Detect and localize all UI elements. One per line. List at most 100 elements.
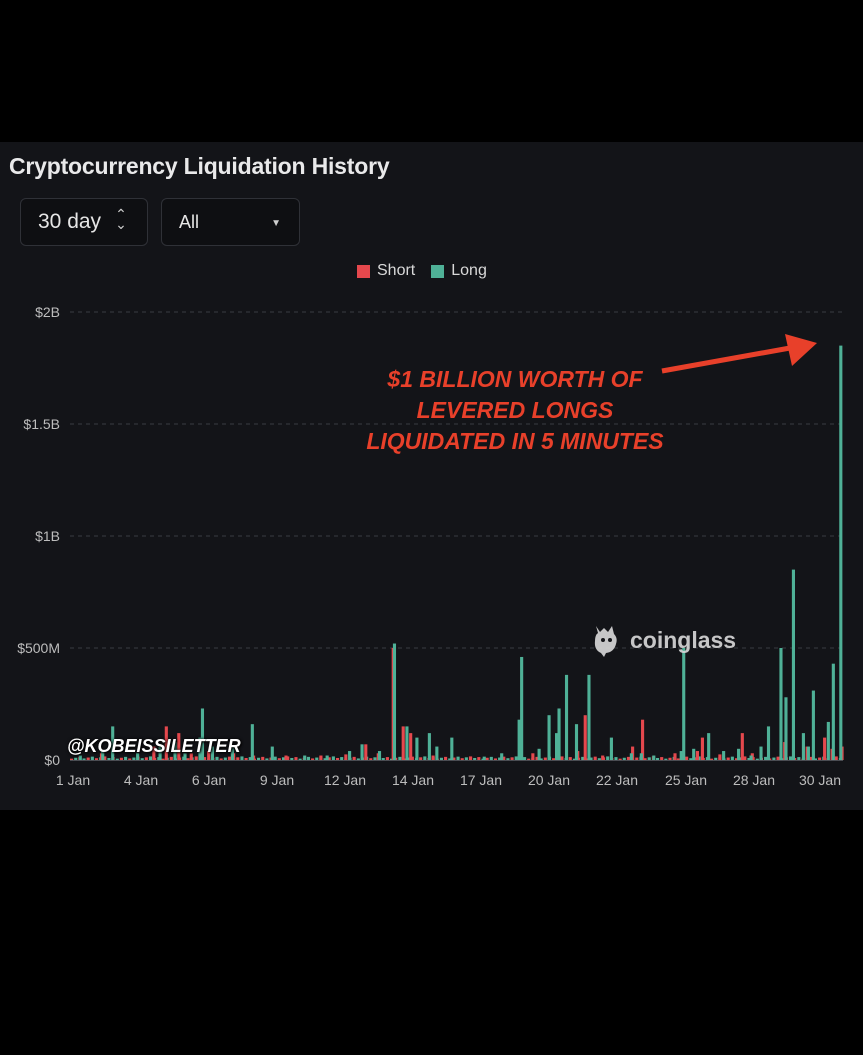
bar-short <box>409 733 413 760</box>
bar-small <box>664 758 668 760</box>
bar-small <box>90 756 94 760</box>
bar-small <box>219 758 223 760</box>
y-tick-label: $2B <box>35 304 60 320</box>
page-title: Cryptocurrency Liquidation History <box>9 153 390 179</box>
legend-item-long[interactable]: Long <box>431 262 487 280</box>
bar-small <box>818 757 822 760</box>
bar-small <box>281 757 286 760</box>
bar-small <box>772 757 776 760</box>
bar-long <box>557 708 561 760</box>
bar-long <box>587 674 591 760</box>
bar-small <box>290 757 294 760</box>
bar-long <box>230 746 234 760</box>
bar-small <box>743 756 747 760</box>
bar-small <box>335 757 340 760</box>
legend-item-short[interactable]: Short <box>357 262 415 280</box>
bar-small <box>764 756 768 760</box>
bar-small <box>697 756 701 760</box>
bar-long <box>652 755 656 760</box>
bar-small <box>510 757 514 760</box>
bar-small <box>734 758 739 760</box>
bar-long <box>78 755 82 760</box>
bar-small <box>215 756 219 760</box>
bar-small <box>331 756 335 760</box>
bar-long <box>500 753 504 760</box>
x-tick-label: 20 Jan <box>528 772 570 788</box>
chart-legend: Short Long <box>357 262 495 280</box>
bar-small <box>543 757 547 760</box>
bar-short <box>189 753 193 760</box>
bar-small <box>726 757 730 760</box>
bar-small <box>169 756 173 760</box>
bar-long <box>520 656 524 760</box>
bar-small <box>261 756 265 760</box>
bar-small <box>298 758 302 760</box>
bar-long <box>270 746 274 760</box>
bar-small <box>809 756 813 760</box>
scope-select[interactable]: All ▼ <box>161 198 300 246</box>
bar-long <box>574 724 579 760</box>
bar-long <box>482 756 486 760</box>
bar-long <box>791 569 795 760</box>
bar-small <box>739 757 743 760</box>
bar-long <box>722 751 726 760</box>
bar-long <box>564 674 569 760</box>
bar-small <box>527 758 531 760</box>
bar-short <box>531 753 535 760</box>
scope-select-value: All <box>179 211 200 232</box>
bar-short <box>344 754 348 760</box>
x-tick-label: 9 Jan <box>260 772 294 788</box>
bar-small <box>327 757 331 760</box>
x-tick-label: 25 Jan <box>665 772 707 788</box>
bar-small <box>94 758 99 760</box>
bar-long <box>547 715 551 760</box>
y-tick-label: $0 <box>44 752 60 768</box>
bar-short <box>177 733 181 760</box>
bar-short <box>718 754 722 760</box>
bar-short <box>673 753 677 760</box>
bar-small <box>660 757 664 760</box>
bar-small <box>223 757 227 760</box>
bar-short <box>740 733 744 760</box>
bar-small <box>535 756 539 760</box>
bar-long <box>198 737 202 760</box>
bar-small <box>265 758 269 760</box>
bar-small <box>597 758 601 760</box>
annotation-text: $1 BILLION WORTH OF LEVERED LONGS LIQUID… <box>366 366 664 454</box>
bar-small <box>502 756 506 760</box>
bar-small <box>148 756 153 760</box>
bar-long <box>629 753 633 760</box>
annotation-arrow-shaft <box>661 345 791 374</box>
bar-small <box>473 757 477 760</box>
bar-small <box>585 758 589 760</box>
period-select[interactable]: 30 day ⌃ ⌄ <box>20 198 148 246</box>
bar-small <box>655 757 660 760</box>
bar-long <box>537 748 541 760</box>
bar-long <box>839 345 843 760</box>
bar-small <box>115 758 119 760</box>
bar-small <box>385 757 389 760</box>
bar-small <box>514 756 518 760</box>
bar-small <box>244 757 248 760</box>
bar-small <box>622 757 626 760</box>
x-tick-label: 17 Jan <box>460 772 502 788</box>
bar-short <box>601 755 605 760</box>
bar-small <box>86 757 90 760</box>
legend-label-long: Long <box>451 262 487 279</box>
bar-long <box>759 746 763 760</box>
bar-small <box>539 758 543 760</box>
bar-small <box>132 757 136 760</box>
bar-small <box>635 757 639 760</box>
bar-long <box>831 663 835 760</box>
bar-long <box>415 737 419 760</box>
bar-long <box>801 733 805 760</box>
bar-small <box>493 758 498 760</box>
bar-small <box>813 758 818 760</box>
bar-small <box>730 756 734 760</box>
bar-small <box>439 757 443 760</box>
bar-small <box>714 757 718 760</box>
coinglass-logo-icon <box>594 626 617 657</box>
bar-long <box>682 648 686 760</box>
bar-small <box>452 757 456 760</box>
bar-small <box>286 756 290 760</box>
